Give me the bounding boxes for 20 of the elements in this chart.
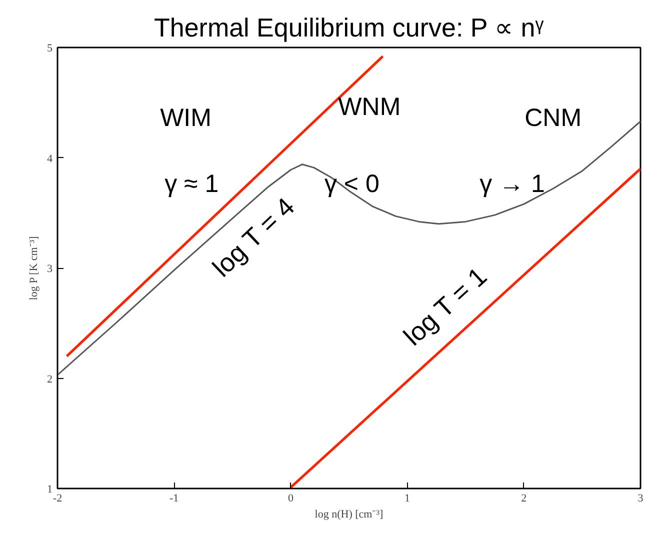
y-tick-label: 3 [47, 263, 53, 275]
y-tick-label: 5 [47, 42, 53, 54]
y-tick-label: 1 [47, 484, 52, 496]
annotation: γ → 1 [480, 170, 545, 198]
y-tick-label: 2 [47, 373, 52, 386]
annotation: γ < 0 [324, 170, 380, 198]
x-axis-title: log n(H) [cm⁻³] [314, 508, 384, 520]
annotation: CNM [524, 104, 582, 132]
x-tick-label: 0 [288, 492, 294, 504]
text: log T = 1 [398, 261, 492, 352]
annotation: WNM [338, 93, 401, 122]
x-tick-label: -2 [52, 492, 62, 504]
y-axis-title: log P [K cm⁻³] [28, 236, 40, 300]
x-tick-label: 1 [404, 492, 410, 504]
x-tick-label: 3 [638, 492, 644, 504]
x-tick-label: -1 [170, 492, 179, 504]
annotation: WIM [160, 104, 212, 132]
y-tick-label: 4 [47, 152, 53, 165]
chart-title: Thermal Equilibrium curve: P ∝ nᵞ [154, 12, 544, 42]
x-tick-label: 2 [521, 492, 527, 504]
